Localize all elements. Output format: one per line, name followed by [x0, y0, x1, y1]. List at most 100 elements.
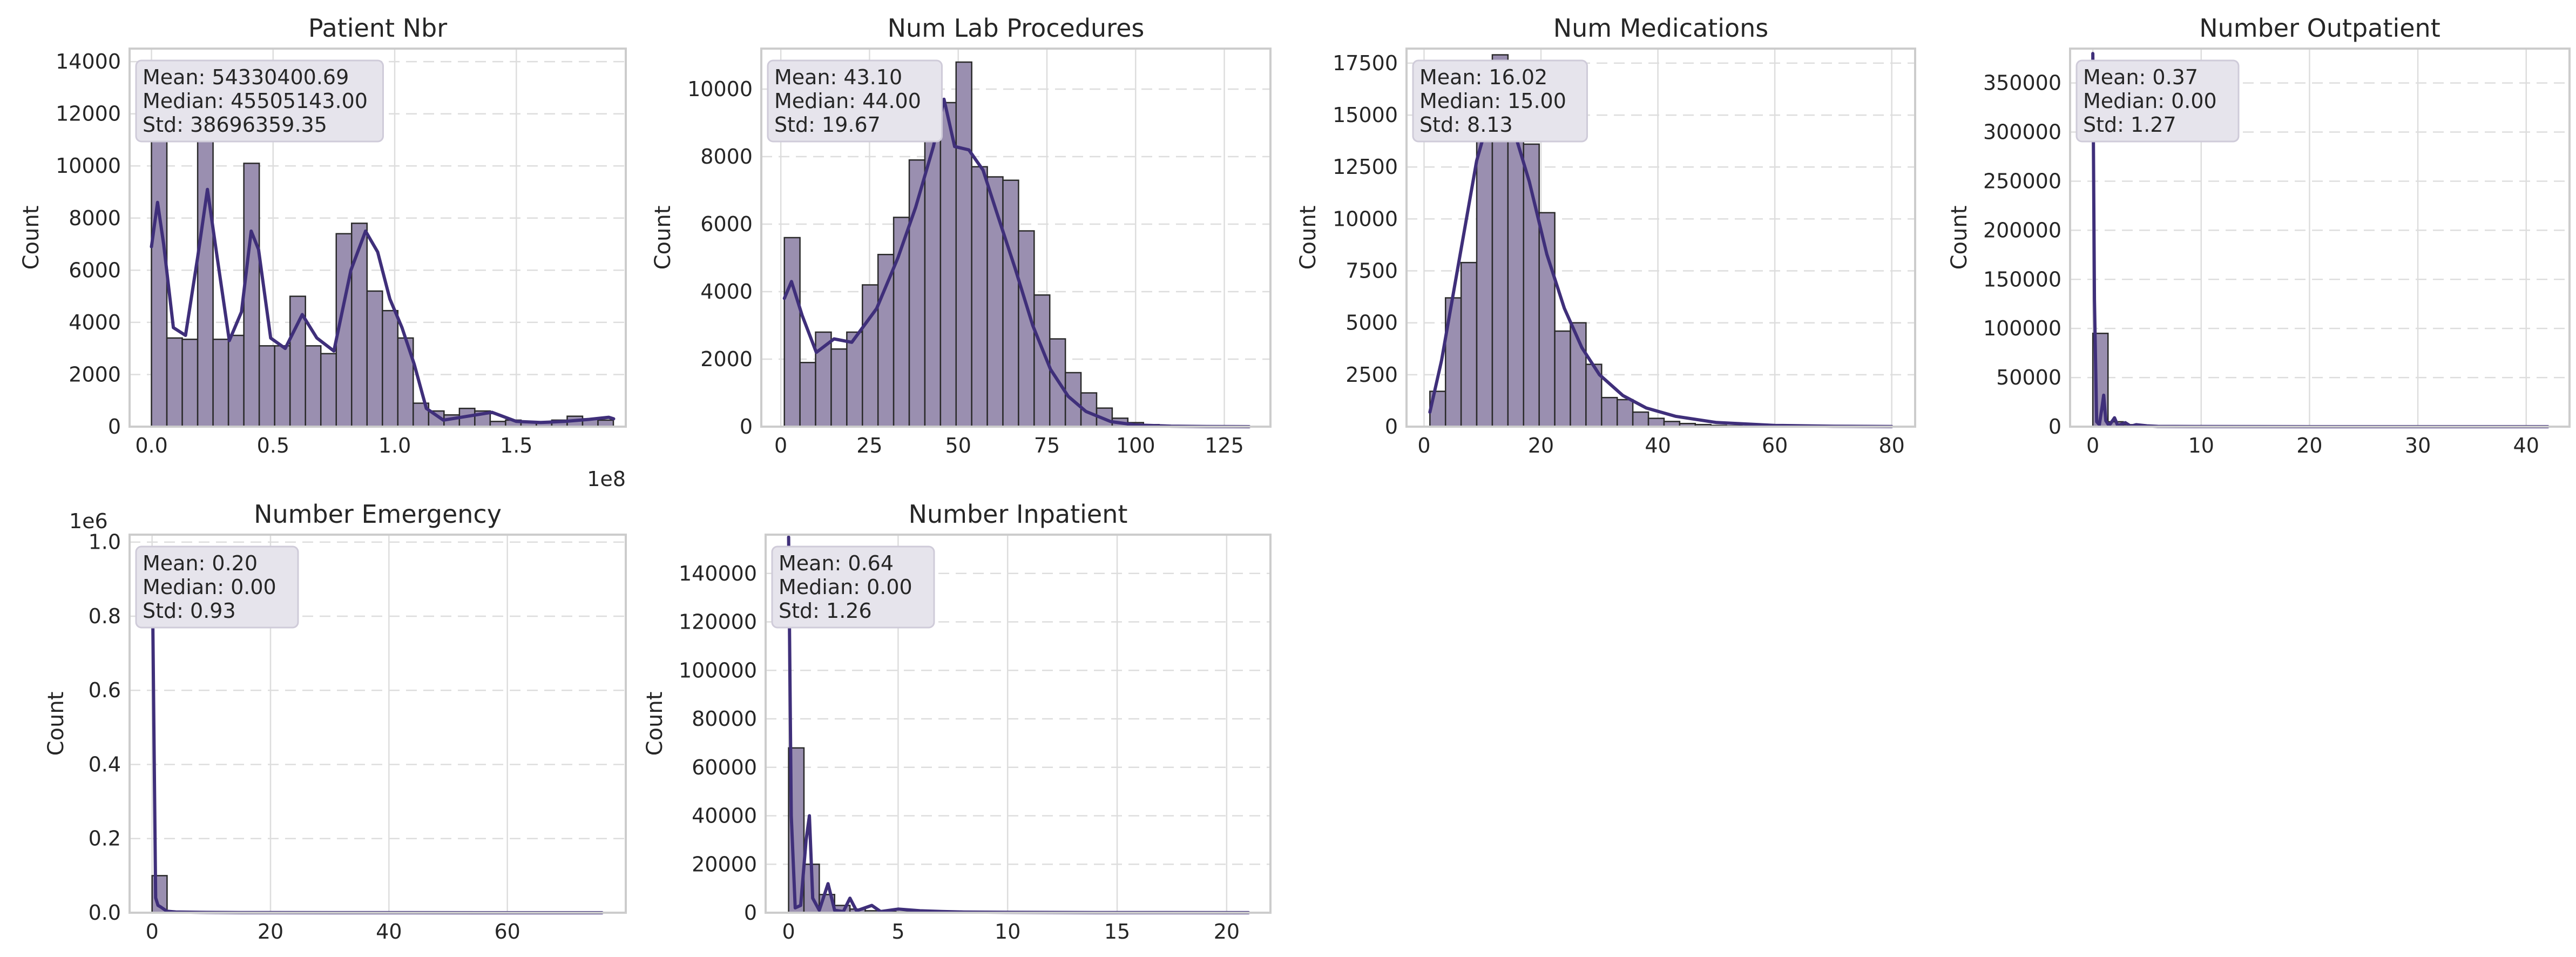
stats-line: Mean: 43.10	[774, 65, 902, 89]
x-tick-label: 20	[1528, 434, 1554, 457]
x-tick-label: 0	[146, 920, 159, 943]
x-tick-label: 0	[782, 920, 795, 943]
x-tick-label: 20	[1214, 920, 1240, 943]
histogram-bar	[1018, 230, 1035, 428]
kde-curve	[150, 187, 616, 424]
y-tick-label: 50000	[1996, 366, 2061, 389]
histogram-bar	[166, 337, 183, 428]
y-axis-label: Count	[44, 692, 69, 756]
stats-line: Mean: 0.37	[2083, 65, 2198, 89]
y-tick-label: 5000	[1346, 311, 1398, 335]
stats-line: Std: 19.67	[774, 113, 881, 137]
histogram-bar	[862, 284, 879, 428]
y-tick-label: 4000	[700, 280, 753, 304]
y-axis-label: Count	[643, 692, 667, 756]
histogram-bar	[986, 176, 1004, 428]
axes-frame	[760, 48, 1272, 428]
histogram-bar	[366, 290, 383, 428]
histogram-panel: Num Medications 0 20 40 60 80 0 2500 5000 7500 100…	[1296, 14, 1916, 457]
histogram-bar	[320, 353, 337, 428]
x-tick-label: 0	[774, 434, 787, 457]
stats-line: Median: 0.00	[2083, 89, 2217, 113]
y-tick-label: 2500	[1346, 363, 1398, 387]
histogram-bar	[351, 223, 368, 428]
y-tick-label: 8000	[700, 145, 753, 169]
y-tick-label: 10000	[56, 154, 121, 178]
y-tick-label: 100000	[1983, 316, 2061, 340]
axes-frame	[129, 48, 627, 428]
y-tick-label: 0.6	[89, 678, 121, 702]
x-tick-label: 0	[1417, 434, 1430, 457]
panel-title: Patient Nbr	[308, 14, 447, 43]
histogram-bar	[1601, 396, 1618, 428]
histogram-bar	[877, 254, 895, 428]
histogram-bar	[799, 362, 816, 428]
y-tick-label: 100000	[679, 658, 757, 682]
y-tick-label: 0.0	[89, 901, 121, 925]
stats-box	[767, 59, 943, 143]
y-tick-label: 15000	[1333, 103, 1398, 127]
histogram-bar	[955, 61, 972, 428]
x-tick-label: 50	[945, 434, 971, 457]
y-tick-label: 10000	[1333, 207, 1398, 231]
y-tick-label: 0.2	[89, 827, 121, 851]
axes-frame	[765, 534, 1272, 914]
panel-title: Number Outpatient	[2199, 14, 2440, 43]
histogram-bar	[971, 166, 988, 428]
y-tick-label: 1.0	[89, 530, 121, 554]
y-tick-label: 0	[108, 415, 121, 439]
x-tick-label: 0.5	[257, 434, 289, 457]
x-tick-label: 5	[891, 920, 904, 943]
y-tick-label: 0.8	[89, 604, 121, 628]
stats-line: Std: 1.27	[2083, 113, 2176, 137]
y-tick-label: 12000	[56, 102, 121, 126]
y-tick-label: 2000	[700, 347, 753, 371]
panel-title: Number Inpatient	[909, 500, 1128, 529]
stats-line: Mean: 0.20	[143, 551, 258, 575]
histogram-bar	[1647, 417, 1665, 428]
histogram-bar	[181, 339, 199, 428]
y-tick-label: 0	[740, 415, 753, 439]
axes-frame	[129, 534, 627, 914]
y-axis-label: Count	[1296, 206, 1321, 270]
y-axis-label: Count	[1947, 206, 1972, 270]
x-tick-label: 0.0	[135, 434, 167, 457]
histogram-bar	[243, 163, 260, 428]
y-tick-label: 4000	[69, 311, 121, 334]
y-tick-label: 250000	[1983, 169, 2061, 193]
histogram-bar	[846, 331, 863, 428]
y-tick-label: 6000	[69, 258, 121, 282]
stats-line: Median: 45505143.00	[143, 89, 368, 113]
x-tick-label: 60	[1762, 434, 1788, 457]
x-tick-label: 15	[1104, 920, 1130, 943]
y-tick-label: 14000	[56, 50, 121, 73]
stats-line: Mean: 16.02	[1419, 65, 1547, 89]
y-tick-label: 40000	[692, 804, 757, 828]
y-tick-label: 2000	[69, 362, 121, 386]
histogram-bar	[1476, 110, 1493, 428]
x-tick-label: 40	[1645, 434, 1671, 457]
histogram-bar	[212, 339, 229, 428]
axes-frame	[2069, 48, 2571, 428]
stats-line: Mean: 0.64	[779, 551, 894, 575]
kde-curve	[782, 97, 1251, 428]
x-tick-label: 20	[258, 920, 283, 943]
x-tick-label: 80	[1879, 434, 1905, 457]
x-tick-label: 0	[2086, 434, 2099, 457]
panel-title: Num Lab Procedures	[888, 14, 1145, 43]
stats-line: Median: 44.00	[774, 89, 921, 113]
y-offset-label: 1e6	[69, 509, 108, 533]
histogram-bar	[258, 345, 275, 428]
x-tick-label: 10	[2188, 434, 2214, 457]
y-tick-label: 17500	[1333, 51, 1398, 75]
panel-title: Number Emergency	[254, 500, 502, 529]
x-tick-label: 60	[494, 920, 520, 943]
x-tick-label: 40	[2513, 434, 2539, 457]
histogram-panel: Number Emergency 0 20 40 60 0.0 0.2 0.4 0.6 0.8 1.…	[44, 500, 627, 943]
y-tick-label: 7500	[1346, 259, 1398, 283]
histogram-bar	[1632, 411, 1649, 428]
histogram-bar	[1554, 330, 1571, 428]
y-tick-label: 120000	[679, 610, 757, 634]
y-axis-label: Count	[651, 206, 675, 270]
histogram-panel: Num Lab Procedures 0 25 50 75 100 125 0 2000 4000…	[651, 14, 1272, 457]
